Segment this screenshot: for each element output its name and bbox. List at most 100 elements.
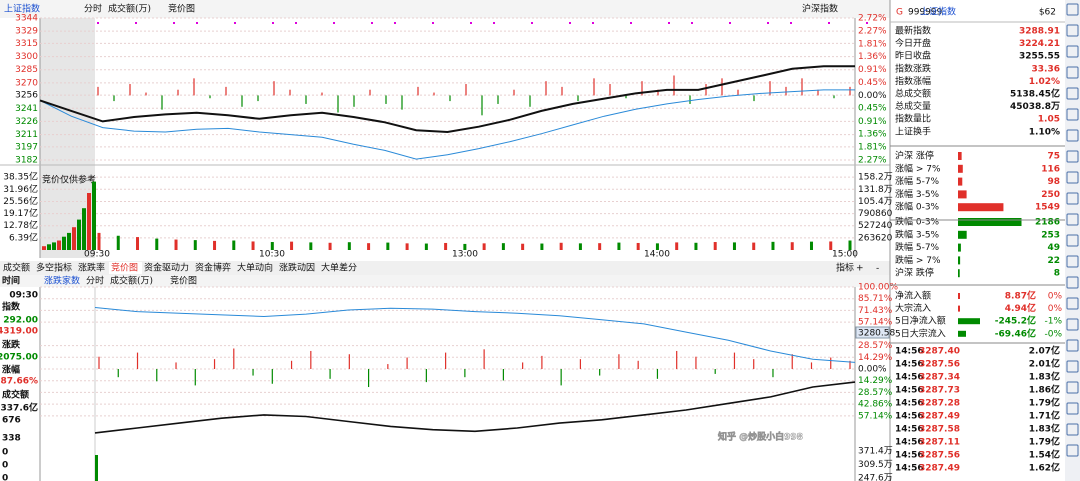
trade-amount: 1.79亿 — [1029, 397, 1060, 409]
tool-icon[interactable] — [1066, 108, 1079, 121]
toolbar-tab[interactable]: 资金博弈 — [195, 262, 231, 274]
trade-price: 3287.40 — [919, 347, 960, 357]
tool-icon[interactable] — [1066, 339, 1079, 352]
tab[interactable]: 竞价图 — [168, 3, 195, 15]
tool-icon[interactable] — [1066, 444, 1079, 457]
up-ratio-line — [94, 307, 856, 363]
toolbar-tab[interactable]: 多空指标 — [36, 262, 72, 274]
volume-bar — [578, 243, 582, 250]
tool-icon[interactable] — [1066, 45, 1079, 58]
tool-icon[interactable] — [1066, 192, 1079, 205]
tab[interactable]: 涨跌家数 — [44, 275, 80, 287]
tool-icon[interactable] — [1066, 24, 1079, 37]
y-tick-label: 3315 — [15, 39, 38, 49]
volume-bar — [367, 243, 371, 250]
tab[interactable]: 分时 — [84, 3, 102, 15]
trade-price: 3287.56 — [919, 360, 960, 370]
volume-bar — [598, 243, 602, 250]
signal-dot — [97, 22, 99, 24]
toolbar-tab[interactable]: 涨跌动因 — [279, 263, 315, 274]
tool-icon[interactable] — [1066, 66, 1079, 79]
y-tick-label: 3270 — [15, 78, 38, 88]
stat-value: 33.36 — [1032, 64, 1060, 74]
tool-icon[interactable] — [1066, 276, 1079, 289]
tool-icon[interactable] — [1066, 3, 1079, 16]
signal-dot — [432, 22, 434, 24]
volume-bar — [540, 243, 544, 250]
breadth-label: 涨幅 5-7% — [895, 175, 940, 187]
tab[interactable]: 竞价图 — [170, 275, 197, 287]
toolbar-button[interactable]: + — [856, 264, 864, 274]
volume-bar — [655, 243, 659, 250]
vol-right-label: 158.2万 — [858, 173, 893, 183]
tool-icon[interactable] — [1066, 423, 1079, 436]
tool-icon[interactable] — [1066, 234, 1079, 247]
pct-tick-label: 0.91% — [858, 65, 887, 75]
signal-dot — [371, 22, 373, 24]
signal-dot — [767, 22, 769, 24]
signal-dot — [333, 22, 335, 24]
volume-bar — [482, 243, 486, 250]
toolbar-tab[interactable]: 成交额 — [3, 262, 30, 274]
spike-bar — [95, 455, 98, 481]
info-text: 4319.00 — [0, 327, 38, 337]
tool-icon[interactable] — [1066, 297, 1079, 310]
toolbar-tab[interactable]: 涨跌率 — [78, 262, 105, 274]
toolbar-tab[interactable]: 大单差分 — [321, 262, 357, 274]
auction-volume-bar — [52, 242, 56, 250]
y-tick-label: 3344 — [15, 14, 38, 24]
tool-icon[interactable] — [1066, 129, 1079, 142]
top-tab-bar — [0, 0, 890, 18]
tool-icon[interactable] — [1066, 150, 1079, 163]
pct-tick-label: 28.57% — [858, 388, 893, 398]
tab[interactable]: 分时 — [86, 275, 104, 287]
toolbar-tab[interactable]: 大单动向 — [237, 262, 273, 274]
volume-bar — [790, 242, 794, 250]
pct-tick-label: 57.14% — [858, 411, 893, 421]
tab[interactable]: 上证指数 — [4, 3, 40, 15]
toolbar-tab[interactable]: 竞价图 — [111, 262, 138, 274]
panel-header: $62 — [1039, 8, 1056, 18]
tool-icon[interactable] — [1066, 87, 1079, 100]
signal-dot — [295, 22, 297, 24]
tool-icon[interactable] — [1066, 171, 1079, 184]
flow-pct: -0% — [1044, 329, 1062, 339]
tab[interactable]: 沪深指数 — [802, 3, 838, 15]
watermark: 知乎 @炒股小白998 — [717, 431, 803, 443]
flow-bar — [958, 318, 980, 325]
tab[interactable]: 成交额(万) — [108, 3, 151, 15]
volume-bar — [771, 241, 775, 250]
trade-amount: 1.86亿 — [1029, 384, 1060, 396]
vol-tick-label: 6.39亿 — [9, 231, 38, 243]
toolbar-tab[interactable]: 资金驱动力 — [144, 262, 189, 274]
y-tick-label: 3285 — [15, 65, 38, 75]
flow-pct: 0% — [1048, 304, 1063, 314]
tool-icon[interactable] — [1066, 213, 1079, 226]
toolbar-button[interactable]: 指标 — [836, 262, 854, 274]
toolbar-button[interactable]: - — [876, 264, 879, 274]
flow-label: 大宗流入 — [895, 302, 931, 314]
info-text: 0 — [2, 474, 8, 481]
volume-bar — [636, 242, 640, 250]
trade-time: 14:56 — [895, 412, 924, 422]
pct-tick-label: 14.29% — [858, 353, 893, 363]
breadth-bar — [958, 152, 962, 160]
volume-bar — [116, 235, 120, 250]
trade-amount: 2.07亿 — [1029, 345, 1060, 357]
volume-bar — [444, 242, 448, 250]
flow-bar — [958, 305, 960, 312]
tool-icon[interactable] — [1066, 360, 1079, 373]
tool-icon[interactable] — [1066, 255, 1079, 268]
tab[interactable]: 成交额(万) — [110, 275, 153, 287]
volume-bar — [809, 241, 813, 250]
auction-volume-bar — [82, 208, 86, 250]
tool-icon[interactable] — [1066, 402, 1079, 415]
flow-pct: -1% — [1044, 317, 1062, 327]
pct-tick-label: 42.86% — [858, 400, 893, 410]
flow-label: 5日净流入额 — [895, 315, 946, 327]
breadth-bar — [958, 230, 967, 239]
tool-icon[interactable] — [1066, 318, 1079, 331]
vol-tick-label: 12.78亿 — [3, 219, 38, 231]
tool-icon[interactable] — [1066, 381, 1079, 394]
volume-bar — [675, 242, 679, 250]
